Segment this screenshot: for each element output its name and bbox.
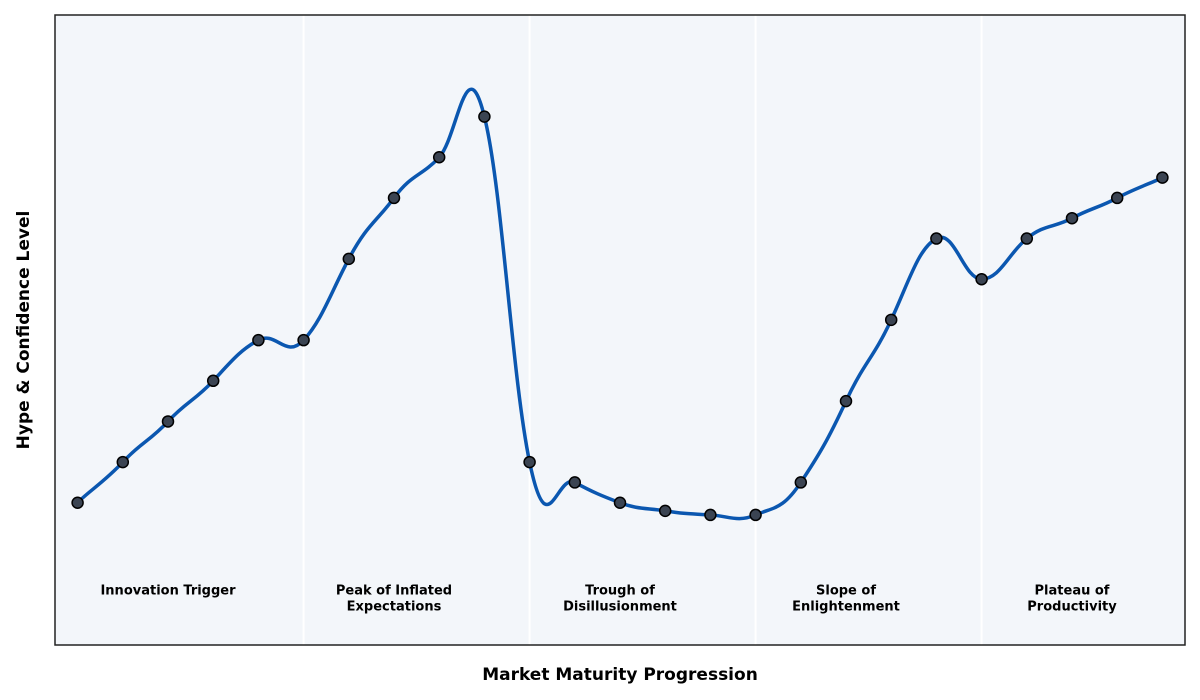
data-point (523, 455, 536, 469)
data-point (206, 374, 220, 388)
data-point (884, 313, 898, 327)
data-point (387, 191, 401, 205)
data-point (839, 394, 853, 408)
data-point (975, 272, 988, 286)
data-point (704, 508, 717, 522)
phase-label: Expectations (347, 600, 442, 615)
data-point (658, 504, 672, 518)
data-point (116, 455, 130, 469)
data-point (568, 476, 582, 489)
plot-area (55, 15, 1185, 645)
data-point (432, 151, 446, 164)
phase-label: Productivity (1027, 600, 1117, 615)
x-axis-label: Market Maturity Progression (482, 665, 758, 685)
data-point (478, 110, 491, 123)
y-axis-label: Hype & Confidence Level (14, 211, 34, 450)
phase-label: Enlightenment (792, 600, 900, 615)
data-point (613, 496, 627, 509)
data-point (1156, 171, 1169, 184)
phase-label: Plateau of (1035, 584, 1110, 599)
data-point (161, 415, 175, 428)
data-point (930, 232, 943, 245)
phase-label: Innovation Trigger (100, 584, 236, 599)
phase-label: Slope of (816, 584, 876, 599)
data-point (252, 333, 265, 347)
phase-label: Peak of Inflated (336, 584, 452, 599)
data-point (794, 476, 808, 489)
phase-label: Trough of (585, 584, 655, 599)
data-point (297, 333, 310, 347)
data-point (749, 508, 762, 522)
plot-frame (54, 14, 1186, 646)
data-point (71, 496, 84, 509)
phase-label: Disillusionment (563, 600, 677, 615)
data-point (1065, 211, 1079, 225)
data-point (1020, 232, 1034, 245)
data-point (342, 252, 356, 266)
data-point (1110, 191, 1124, 205)
